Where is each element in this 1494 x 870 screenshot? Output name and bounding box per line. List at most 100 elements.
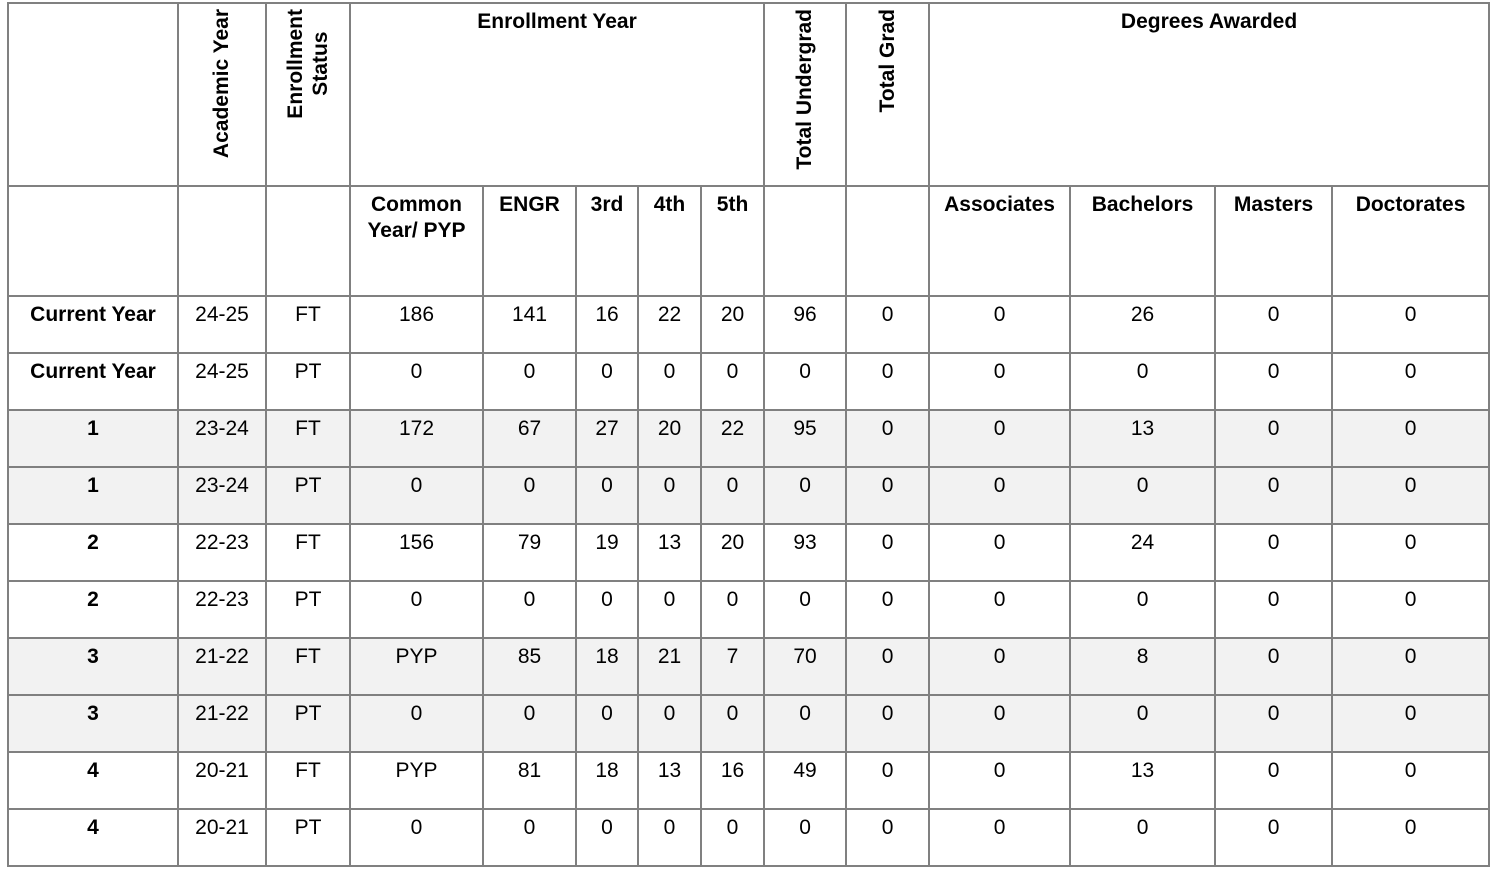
total-undergrad-cell: 95 [763, 409, 848, 468]
table-row: 1 23-24 FT 172 67 27 20 22 95 0 0 13 0 0 [7, 409, 1491, 468]
row-label-cell: 3 [7, 694, 179, 753]
doctorates-cell: 0 [1331, 409, 1491, 468]
row-label-cell: 4 [7, 808, 179, 867]
engr-cell: 0 [482, 808, 577, 867]
subheader-masters: Masters [1214, 185, 1334, 297]
total-undergrad-cell: 0 [763, 352, 848, 411]
doctorates-cell: 0 [1331, 808, 1491, 867]
table-row: 4 20-21 FT PYP 81 18 13 16 49 0 0 13 0 0 [7, 751, 1491, 810]
table-row: 2 22-23 PT 0 0 0 0 0 0 0 0 0 0 0 [7, 580, 1491, 639]
5th-cell: 7 [699, 637, 766, 696]
row-label-cell: 1 [7, 409, 179, 468]
total-grad-cell: 0 [845, 523, 931, 582]
associates-cell: 0 [928, 751, 1072, 810]
row-label-cell: 2 [7, 523, 179, 582]
header-enrollment-status-label: Enrollment Status [283, 9, 332, 119]
table-row: 3 21-22 PT 0 0 0 0 0 0 0 0 0 0 0 [7, 694, 1491, 753]
doctorates-cell: 0 [1331, 580, 1491, 639]
total-undergrad-cell: 70 [763, 637, 848, 696]
enrollment-status-cell: PT [265, 808, 351, 867]
engr-cell: 0 [482, 580, 577, 639]
table-row: 1 23-24 PT 0 0 0 0 0 0 0 0 0 0 0 [7, 466, 1491, 525]
associates-cell: 0 [928, 352, 1072, 411]
4th-cell: 0 [637, 580, 702, 639]
header-degrees-awarded: Degrees Awarded [928, 2, 1491, 187]
row-label-cell: 4 [7, 751, 179, 810]
bachelors-cell: 0 [1069, 580, 1217, 639]
engr-cell: 85 [482, 637, 577, 696]
academic-year-cell: 20-21 [177, 808, 267, 867]
4th-cell: 22 [637, 295, 702, 354]
5th-cell: 20 [699, 295, 766, 354]
doctorates-cell: 0 [1331, 751, 1491, 810]
bachelors-cell: 13 [1069, 409, 1217, 468]
subheader-5th: 5th [699, 185, 766, 297]
subheader-doctorates: Doctorates [1331, 185, 1491, 297]
masters-cell: 0 [1214, 466, 1334, 525]
3rd-cell: 19 [575, 523, 639, 582]
5th-cell: 0 [699, 808, 766, 867]
total-grad-cell: 0 [845, 694, 931, 753]
total-undergrad-cell: 49 [763, 751, 848, 810]
total-undergrad-cell: 93 [763, 523, 848, 582]
academic-year-cell: 20-21 [177, 751, 267, 810]
bachelors-cell: 0 [1069, 352, 1217, 411]
masters-cell: 0 [1214, 637, 1334, 696]
bachelors-cell: 0 [1069, 808, 1217, 867]
associates-cell: 0 [928, 637, 1072, 696]
academic-year-cell: 21-22 [177, 637, 267, 696]
enrollment-status-cell: FT [265, 409, 351, 468]
doctorates-cell: 0 [1331, 352, 1491, 411]
common-year-pyp-cell: PYP [349, 637, 484, 696]
3rd-cell: 0 [575, 808, 639, 867]
5th-cell: 16 [699, 751, 766, 810]
header-enrollment-status: Enrollment Status [265, 2, 351, 187]
table-row: 3 21-22 FT PYP 85 18 21 7 70 0 0 8 0 0 [7, 637, 1491, 696]
5th-cell: 0 [699, 466, 766, 525]
header-total-grad: Total Grad [845, 2, 931, 187]
3rd-cell: 0 [575, 580, 639, 639]
engr-cell: 79 [482, 523, 577, 582]
4th-cell: 21 [637, 637, 702, 696]
doctorates-cell: 0 [1331, 523, 1491, 582]
doctorates-cell: 0 [1331, 295, 1491, 354]
row-label-cell: 2 [7, 580, 179, 639]
row-label-cell: Current Year [7, 352, 179, 411]
header-academic-year-label: Academic Year [210, 9, 234, 159]
3rd-cell: 0 [575, 694, 639, 753]
common-year-pyp-cell: 156 [349, 523, 484, 582]
table-row: 4 20-21 PT 0 0 0 0 0 0 0 0 0 0 0 [7, 808, 1491, 867]
total-grad-cell: 0 [845, 466, 931, 525]
bachelors-cell: 26 [1069, 295, 1217, 354]
4th-cell: 0 [637, 694, 702, 753]
associates-cell: 0 [928, 523, 1072, 582]
enrollment-status-cell: PT [265, 694, 351, 753]
5th-cell: 0 [699, 580, 766, 639]
subheader-blank-enrollment-status [265, 185, 351, 297]
3rd-cell: 0 [575, 352, 639, 411]
total-grad-cell: 0 [845, 295, 931, 354]
5th-cell: 22 [699, 409, 766, 468]
4th-cell: 13 [637, 523, 702, 582]
total-undergrad-cell: 0 [763, 580, 848, 639]
subheader-blank-total-undergrad [763, 185, 848, 297]
header-total-grad-label: Total Grad [875, 9, 899, 113]
subheader-4th: 4th [637, 185, 702, 297]
masters-cell: 0 [1214, 352, 1334, 411]
engr-cell: 0 [482, 694, 577, 753]
enrollment-status-cell: FT [265, 637, 351, 696]
associates-cell: 0 [928, 808, 1072, 867]
5th-cell: 0 [699, 694, 766, 753]
header-academic-year: Academic Year [177, 2, 267, 187]
academic-year-cell: 24-25 [177, 295, 267, 354]
4th-cell: 0 [637, 808, 702, 867]
subheader-blank-total-grad [845, 185, 931, 297]
common-year-pyp-cell: 0 [349, 580, 484, 639]
header-sub-row: Common Year/ PYP ENGR 3rd 4th 5th Associ… [7, 185, 1491, 297]
subheader-engr: ENGR [482, 185, 577, 297]
total-grad-cell: 0 [845, 580, 931, 639]
bachelors-cell: 13 [1069, 751, 1217, 810]
common-year-pyp-cell: 0 [349, 808, 484, 867]
total-grad-cell: 0 [845, 637, 931, 696]
